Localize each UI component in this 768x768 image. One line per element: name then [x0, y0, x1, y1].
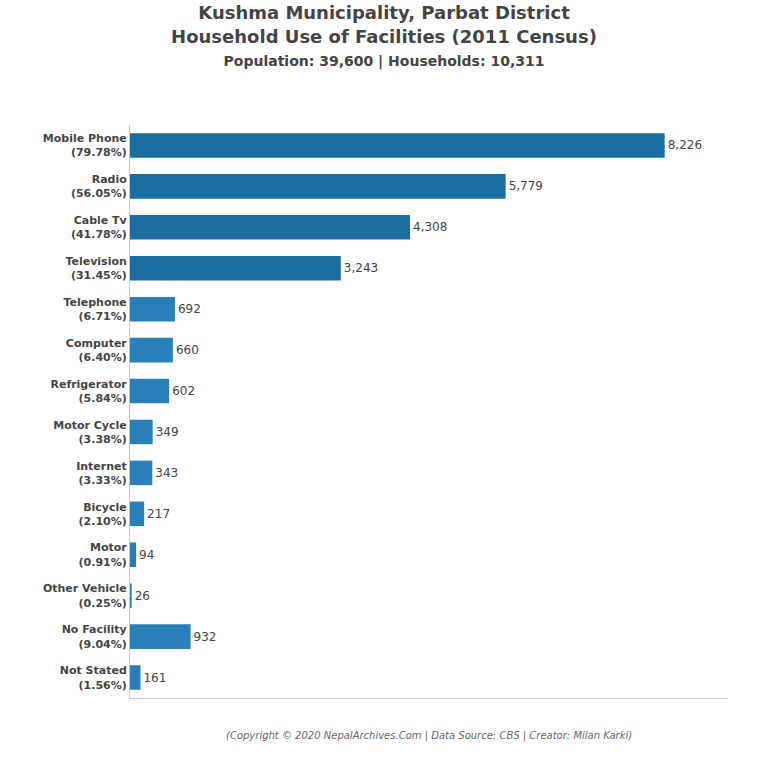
- svg-text:4,308: 4,308: [413, 220, 447, 234]
- svg-text:Bicycle(2.10%): Bicycle(2.10%): [79, 501, 127, 528]
- svg-text:Not Stated(1.56%): Not Stated(1.56%): [60, 664, 127, 691]
- svg-text:161: 161: [143, 671, 166, 685]
- svg-text:26: 26: [135, 589, 150, 603]
- svg-text:Telephone(6.71%): Telephone(6.71%): [64, 296, 127, 323]
- svg-text:217: 217: [147, 507, 170, 521]
- svg-text:343: 343: [155, 466, 178, 480]
- svg-text:Motor(0.91%): Motor(0.91%): [79, 541, 128, 568]
- svg-text:Kushma Municipality, Parbat Di: Kushma Municipality, Parbat DistrictHous…: [171, 2, 597, 70]
- svg-text:Refrigerator(5.84%): Refrigerator(5.84%): [50, 378, 127, 405]
- svg-text:932: 932: [194, 630, 217, 644]
- svg-text:Television(31.45%): Television(31.45%): [65, 255, 126, 282]
- svg-text:660: 660: [176, 343, 199, 357]
- svg-text:Motor Cycle(3.38%): Motor Cycle(3.38%): [53, 419, 127, 446]
- svg-text:No Facility(9.04%): No Facility(9.04%): [62, 623, 127, 650]
- svg-text:692: 692: [178, 302, 201, 316]
- svg-text:Computer(6.40%): Computer(6.40%): [66, 337, 128, 364]
- svg-text:Radio(56.05%): Radio(56.05%): [71, 173, 127, 200]
- svg-text:5,779: 5,779: [509, 179, 543, 193]
- svg-text:3,243: 3,243: [344, 261, 378, 275]
- svg-text:(Copyright © 2020 NepalArchive: (Copyright © 2020 NepalArchives.Com | Da…: [226, 730, 632, 742]
- svg-text:94: 94: [139, 548, 154, 562]
- svg-text:Mobile Phone(79.78%): Mobile Phone(79.78%): [43, 132, 127, 159]
- svg-text:Cable Tv(41.78%): Cable Tv(41.78%): [71, 214, 128, 241]
- svg-text:349: 349: [156, 425, 179, 439]
- svg-text:8,226: 8,226: [668, 138, 702, 152]
- svg-text:Other Vehicle(0.25%): Other Vehicle(0.25%): [43, 582, 127, 609]
- svg-text:602: 602: [172, 384, 195, 398]
- svg-text:Internet(3.33%): Internet(3.33%): [76, 460, 127, 487]
